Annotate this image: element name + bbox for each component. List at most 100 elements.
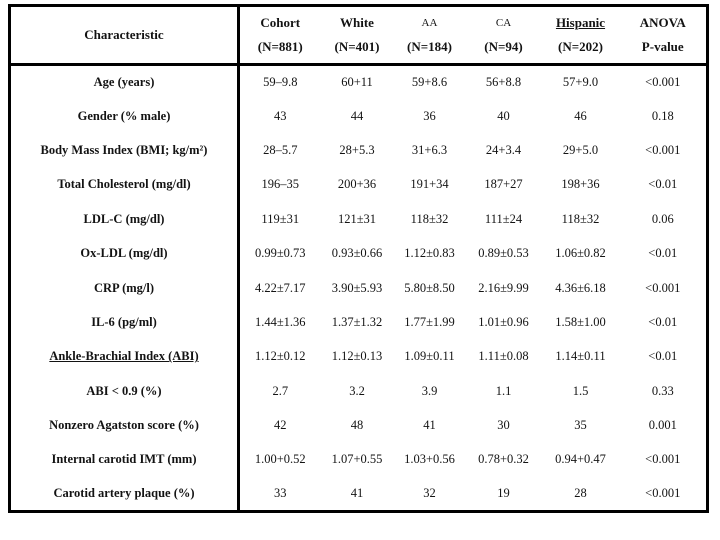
cell: 59+8.6 [411, 74, 448, 89]
cell: 41 [350, 486, 364, 501]
cell: 0.89±0.53 [478, 246, 529, 261]
cell: 1.12±0.83 [404, 246, 455, 261]
cell: 0.93±0.66 [331, 246, 383, 261]
column-header-cohort: Cohort (N=881) [238, 5, 321, 66]
cell: 1.12±0.13 [331, 349, 383, 364]
column-header-characteristic: Characteristic [9, 5, 240, 66]
cell: 1.06±0.82 [555, 246, 606, 261]
cell: 118±32 [410, 211, 449, 226]
cell: 198+36 [561, 177, 600, 192]
cell: 4.36±6.18 [555, 280, 606, 295]
column-name: ANOVA [639, 15, 686, 31]
column-name: CA [495, 17, 512, 30]
cell: 24+3.4 [485, 142, 522, 157]
cell: 119±31 [261, 211, 300, 226]
row-label: Age (years) [9, 64, 240, 99]
cell: 1.5 [572, 383, 589, 398]
cell: <0.001 [645, 142, 681, 157]
cell: 200+36 [337, 177, 377, 192]
cell: <0.001 [645, 280, 681, 295]
row-label: Body Mass Index (BMI; kg/m²) [9, 133, 240, 168]
column-header-anova-pvalue: ANOVA P-value [619, 5, 708, 66]
cell: 60+11 [341, 74, 373, 89]
cell: 40 [497, 108, 510, 123]
table-row: Nonzero Agatston score (%) 42 48 41 30 3… [9, 408, 708, 443]
cell: <0.01 [648, 349, 678, 364]
table-header: Characteristic Cohort (N=881) White (N=4… [9, 5, 708, 66]
cell: 36 [423, 108, 436, 123]
cell: 0.33 [651, 383, 674, 398]
table-row: CRP (mg/l) 4.22±7.17 3.90±5.93 5.80±8.50… [9, 270, 708, 306]
column-n: P-value [641, 38, 684, 54]
cell: 0.94+0.47 [555, 452, 606, 467]
column-header-white: White (N=401) [320, 5, 394, 66]
cell: 30 [497, 418, 510, 433]
cell: 1.09±0.11 [404, 349, 455, 364]
column-n: (N=401) [334, 38, 380, 54]
cell: 41 [423, 418, 436, 433]
table-row: Total Cholesterol (mg/dl) 196–35 200+36 … [9, 167, 708, 203]
cell: 2.16±9.99 [478, 280, 529, 295]
cell: 1.07+0.55 [331, 452, 383, 467]
column-n: (N=202) [558, 38, 603, 54]
cell: 1.37±1.32 [331, 314, 383, 329]
row-label: LDL-C (mg/dl) [9, 202, 240, 237]
cell: 56+8.8 [485, 74, 522, 89]
table-row: LDL-C (mg/dl) 119±31 121±31 118±32 111±2… [9, 202, 708, 237]
row-label: CRP (mg/l) [9, 270, 240, 306]
cell: 118±32 [561, 211, 600, 226]
row-label: Nonzero Agatston score (%) [9, 408, 240, 443]
table-row: Internal carotid IMT (mm) 1.00+0.52 1.07… [9, 442, 708, 478]
cell: 28–5.7 [263, 142, 298, 157]
column-name: AA [421, 17, 438, 30]
cell: 59–9.8 [263, 74, 298, 89]
cell: 3.90±5.93 [331, 280, 383, 295]
cell: <0.01 [648, 314, 678, 329]
cell: 191+34 [410, 177, 449, 192]
cell: 0.78+0.32 [478, 452, 529, 467]
cell: 42 [274, 418, 287, 433]
cell: 29+5.0 [562, 142, 599, 157]
cell: 43 [274, 108, 287, 123]
cell: 46 [574, 108, 587, 123]
cell: 48 [350, 418, 364, 433]
cell: 3.2 [349, 383, 365, 398]
cell: 1.44±1.36 [254, 314, 306, 329]
cell: <0.01 [648, 246, 678, 261]
cell: 0.001 [648, 418, 677, 433]
cell: 121±31 [337, 211, 377, 226]
cell: 4.22±7.17 [254, 280, 306, 295]
column-header-hispanic: Hispanic (N=202) [541, 5, 620, 66]
row-label: Total Cholesterol (mg/dl) [9, 167, 240, 203]
column-name: White [340, 15, 374, 31]
cell: 196–35 [261, 177, 300, 192]
column-name: Cohort [260, 15, 301, 31]
cell: 35 [574, 418, 587, 433]
table-row: Body Mass Index (BMI; kg/m²) 28–5.7 28+5… [9, 133, 708, 168]
column-n: (N=94) [484, 38, 523, 54]
row-label: Carotid artery plaque (%) [9, 477, 240, 512]
cell: 1.14±0.11 [555, 349, 606, 364]
column-name: Hispanic [555, 15, 606, 31]
cell: 1.58±1.00 [555, 314, 606, 329]
cell: 1.77±1.99 [404, 314, 455, 329]
cell: 3.9 [421, 383, 438, 398]
cell: 0.18 [651, 108, 674, 123]
cell: 111±24 [484, 211, 523, 226]
cell: 1.03+0.56 [404, 452, 455, 467]
table-row: Carotid artery plaque (%) 33 41 32 19 28… [9, 477, 708, 512]
cell: 1.11±0.08 [478, 349, 529, 364]
cell: <0.001 [645, 74, 681, 89]
row-label: Ox-LDL (mg/dl) [9, 236, 240, 271]
row-label: IL-6 (pg/ml) [9, 305, 240, 340]
header-row: Characteristic Cohort (N=881) White (N=4… [9, 5, 708, 66]
cell: 1.00+0.52 [254, 452, 306, 467]
row-label: Gender (% male) [9, 98, 240, 134]
cell: 19 [497, 486, 510, 501]
table-row: Age (years) 59–9.8 60+11 59+8.6 56+8.8 5… [9, 64, 708, 99]
cell: <0.01 [648, 177, 678, 192]
cell: 28+5.3 [339, 142, 375, 157]
column-header-aa: AA (N=184) [393, 5, 466, 66]
cell: 0.99±0.73 [254, 246, 306, 261]
